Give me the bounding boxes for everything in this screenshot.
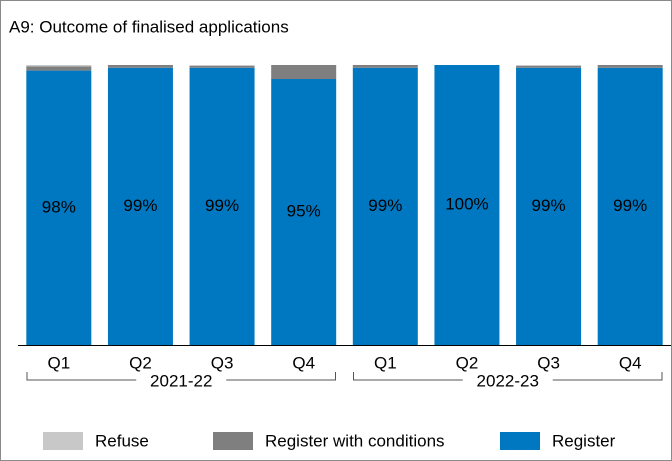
legend-swatch: [500, 432, 540, 450]
data-label: 100%: [445, 194, 488, 213]
x-tick-label: Q2: [456, 353, 479, 372]
bar-segment: [26, 70, 92, 345]
data-label: 98%: [42, 197, 76, 216]
data-label: 99%: [368, 196, 402, 215]
bar-segment: [352, 65, 418, 68]
bar-segment: [271, 79, 337, 345]
x-tick-label: Q3: [211, 353, 234, 372]
group-label: 2022-23: [477, 371, 539, 390]
bar-segment: [107, 67, 173, 346]
bar-segment: [189, 67, 255, 346]
x-tick-label: Q3: [537, 353, 560, 372]
bar-segment: [26, 65, 92, 67]
legend-label: Register: [552, 431, 616, 450]
x-tick-label: Q2: [129, 353, 152, 372]
data-label: 99%: [532, 196, 566, 215]
legend-swatch: [213, 432, 253, 450]
x-tick-label: Q1: [47, 353, 70, 372]
bar-segment: [516, 67, 582, 346]
bar-segment: [189, 65, 255, 68]
legend-swatch: [43, 432, 83, 450]
data-label: 99%: [205, 196, 239, 215]
legend-label: Register with conditions: [265, 431, 445, 450]
chart-title: A9: Outcome of finalised applications: [9, 17, 289, 36]
bar-segment: [516, 65, 582, 66]
x-tick-label: Q4: [292, 353, 315, 372]
data-label: 95%: [287, 201, 321, 220]
group-bracket: [353, 372, 663, 381]
group-bracket: [26, 372, 336, 381]
x-tick-label: Q1: [374, 353, 397, 372]
data-label: 99%: [613, 196, 647, 215]
bar-segment: [434, 65, 500, 345]
bar-segment: [189, 65, 255, 66]
bar-segment: [597, 65, 663, 68]
bar-segment: [271, 65, 337, 79]
x-tick-label: Q4: [619, 353, 642, 372]
legend-label: Refuse: [95, 431, 149, 450]
bar-segment: [26, 66, 92, 71]
bar-segment: [516, 65, 582, 68]
data-label: 99%: [123, 196, 157, 215]
group-label: 2021-22: [150, 371, 212, 390]
bar-segment: [107, 65, 173, 68]
bar-segment: [597, 67, 663, 346]
bar-segment: [352, 67, 418, 346]
